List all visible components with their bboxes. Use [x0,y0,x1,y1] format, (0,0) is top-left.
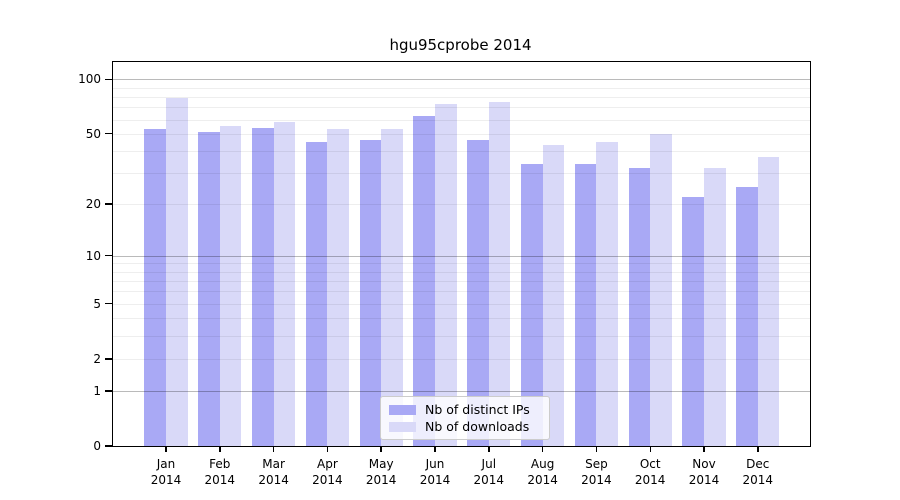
x-tick-label: Feb 2014 [204,457,236,487]
x-tick-mark [703,447,705,452]
y-tick-mark [105,358,112,360]
bar-downloads-jul [488,102,511,446]
gridline-minor [113,280,810,282]
y-tick-mark [105,445,112,447]
gridline-minor [113,335,810,337]
x-tick-label: Jul 2014 [473,457,505,487]
bar-distinct-ips-jun [413,115,435,446]
gridline-minor [113,263,810,265]
x-tick-mark [595,447,598,452]
gridline-minor [113,87,810,89]
y-tick-mark [105,390,112,392]
gridline-minor [113,119,810,121]
x-tick-mark [434,447,436,452]
bar-downloads-dec [757,157,780,446]
gridline-major [113,255,810,257]
bar-distinct-ips-feb [198,132,220,446]
bar-distinct-ips-jul [467,140,489,446]
bar-downloads-feb [219,126,242,446]
gridline-major [113,79,810,81]
gridline-minor [113,133,810,135]
bar-downloads-nov [704,168,726,446]
y-tick-label: 50 [85,126,101,141]
bar-downloads-sep [596,141,618,446]
bar-downloads-aug [542,145,565,446]
gridline-minor [113,303,810,305]
y-tick-label: 10 [85,248,101,263]
y-tick-label: 5 [93,296,101,311]
y-tick-label: 2 [93,351,101,366]
plot-area: Nb of distinct IPs Nb of downloads Jan 20… [78,61,811,487]
x-tick-mark [757,447,759,452]
bar-downloads-mar [273,122,296,446]
x-tick-mark [649,447,651,452]
x-tick-label: Jan 2014 [150,457,182,487]
bar-distinct-ips-may [359,140,382,446]
x-tick-label: Sep 2014 [581,457,612,487]
bar-downloads-apr [327,129,349,446]
x-tick-mark [488,447,490,452]
bar-downloads-jan [166,97,188,446]
legend-swatch-distinct-ips-icon [389,404,416,415]
x-tick-mark [272,447,275,452]
gridline-minor [113,271,810,273]
x-tick-mark [541,447,544,452]
y-tick-mark [105,78,112,81]
chart-title: hgu95cprobe 2014 [389,36,532,54]
y-tick-mark [105,203,112,205]
x-tick-label: Dec 2014 [742,457,774,487]
x-tick-mark [380,447,382,452]
bar-distinct-ips-oct [628,168,651,446]
bar-downloads-jun [435,104,457,446]
bar-distinct-ips-aug [521,163,543,446]
gridline-minor [113,358,810,360]
y-tick-label: 100 [78,72,101,87]
x-tick-label: Nov 2014 [688,457,720,487]
gridline-major [113,390,810,392]
gridline-minor [113,318,810,320]
legend-item-distinct-ips: Nb of distinct IPs [389,401,541,418]
gridline-minor [113,151,810,152]
bar-distinct-ips-apr [305,141,328,446]
x-tick-label: May 2014 [365,457,397,487]
x-tick-label: Aug 2014 [527,457,558,487]
gridline-minor [113,204,810,206]
y-tick-mark [105,254,112,257]
x-tick-label: Mar 2014 [258,457,289,487]
y-tick-mark [105,132,112,135]
x-tick-label: Jun 2014 [419,457,451,487]
gridline-minor [113,291,810,293]
y-tick-mark [105,302,112,305]
legend: Nb of distinct IPs Nb of downloads [380,396,550,440]
bar-distinct-ips-nov [682,196,704,446]
bar-downloads-oct [650,133,672,446]
x-tick-mark [326,447,329,452]
y-tick-label: 0 [93,439,101,453]
bar-distinct-ips-jan [144,129,166,446]
x-tick-label: Oct 2014 [634,457,666,487]
y-tick-label: 1 [93,383,101,398]
legend-label-downloads: Nb of downloads [425,419,530,434]
x-tick-mark [165,447,167,452]
bar-distinct-ips-mar [252,127,274,446]
legend-label-distinct-ips: Nb of distinct IPs [425,402,530,417]
legend-item-downloads: Nb of downloads [389,418,541,435]
bar-downloads-may [381,129,403,446]
bar-distinct-ips-dec [736,187,758,446]
x-tick-label: Apr 2014 [312,457,343,487]
legend-swatch-downloads-icon [389,421,416,432]
bar-distinct-ips-sep [574,163,597,446]
y-tick-label: 20 [85,197,101,212]
x-tick-mark [219,447,221,452]
gridline-minor [113,96,810,98]
gridline-minor [113,173,810,175]
gridline-minor [113,107,810,109]
